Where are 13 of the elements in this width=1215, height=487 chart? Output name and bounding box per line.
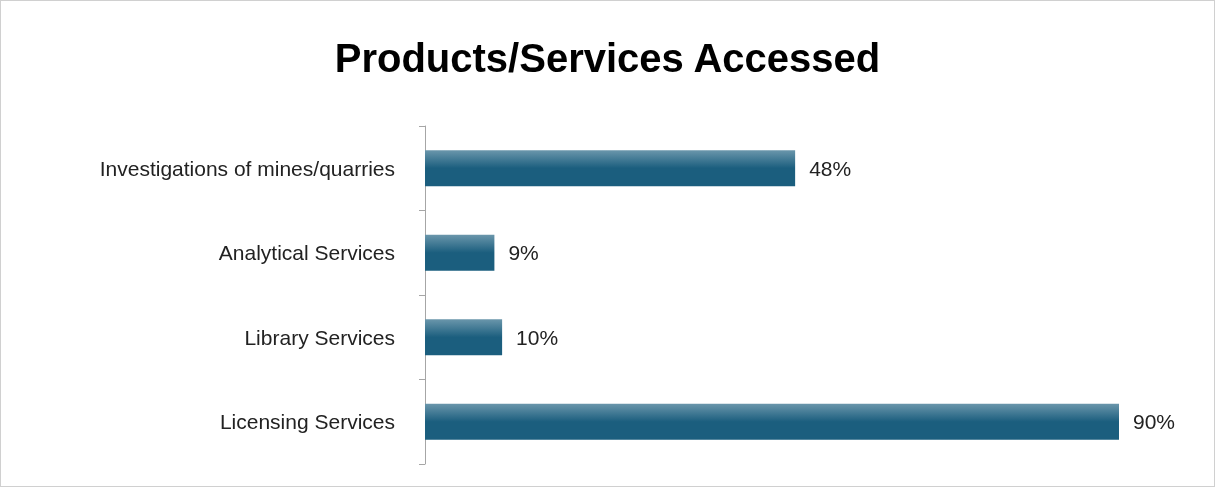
y-tick-label: Analytical Services [218, 241, 395, 265]
data-label: 90% [1133, 410, 1176, 434]
bar [425, 150, 796, 187]
data-label: 48% [809, 156, 852, 180]
bar [425, 234, 495, 271]
chart-title: Products/Services Accessed [334, 36, 881, 80]
y-tick-label: Licensing Services [219, 410, 395, 434]
data-label: 10% [516, 325, 559, 349]
y-tick-label: Investigations of mines/quarries [99, 156, 395, 180]
y-tick-label: Library Services [244, 325, 395, 349]
data-label: 9% [508, 241, 539, 265]
bar [425, 319, 503, 356]
bar [425, 403, 1119, 440]
